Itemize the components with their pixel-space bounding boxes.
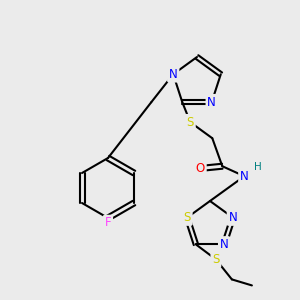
- Text: H: H: [254, 162, 262, 172]
- Text: N: N: [220, 238, 229, 251]
- Text: N: N: [229, 211, 237, 224]
- Text: F: F: [105, 217, 111, 230]
- Text: S: S: [187, 116, 194, 129]
- Text: N: N: [169, 68, 178, 81]
- Text: N: N: [240, 170, 249, 183]
- Text: N: N: [207, 96, 216, 109]
- Text: O: O: [196, 162, 205, 175]
- Text: S: S: [184, 211, 191, 224]
- Text: S: S: [212, 253, 220, 266]
